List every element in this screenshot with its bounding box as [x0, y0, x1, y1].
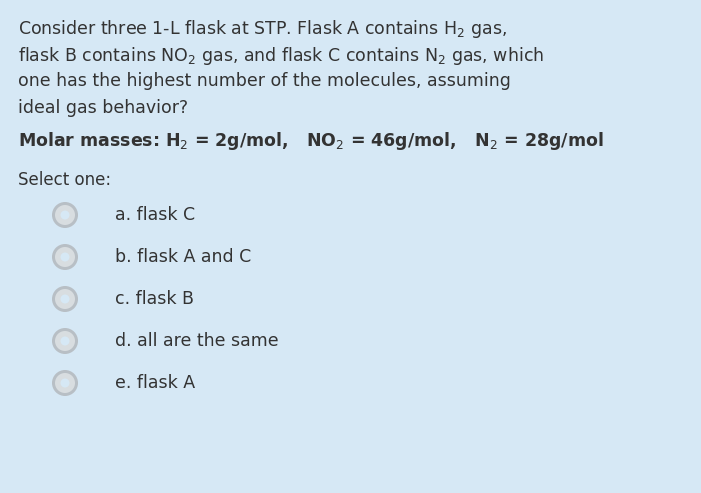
Circle shape: [60, 337, 69, 346]
Circle shape: [60, 252, 69, 261]
Circle shape: [55, 331, 75, 351]
Circle shape: [55, 205, 75, 225]
Circle shape: [52, 370, 78, 396]
Text: b. flask A and C: b. flask A and C: [115, 248, 251, 266]
Circle shape: [55, 247, 75, 267]
Text: d. all are the same: d. all are the same: [115, 332, 278, 350]
Text: ideal gas behavior?: ideal gas behavior?: [18, 99, 188, 117]
Text: c. flask B: c. flask B: [115, 290, 194, 308]
Circle shape: [60, 211, 69, 219]
Text: a. flask C: a. flask C: [115, 206, 195, 224]
Circle shape: [52, 328, 78, 354]
Text: e. flask A: e. flask A: [115, 374, 195, 392]
Circle shape: [60, 294, 69, 304]
Circle shape: [52, 202, 78, 228]
Text: flask B contains NO$_2$ gas, and flask C contains N$_2$ gas, which: flask B contains NO$_2$ gas, and flask C…: [18, 45, 544, 67]
Circle shape: [52, 244, 78, 270]
Text: Select one:: Select one:: [18, 171, 111, 189]
Text: Molar masses: H$_2$ = 2g/mol,   NO$_2$ = 46g/mol,   N$_2$ = 28g/mol: Molar masses: H$_2$ = 2g/mol, NO$_2$ = 4…: [18, 130, 604, 152]
Circle shape: [55, 373, 75, 393]
Circle shape: [55, 289, 75, 309]
Text: Consider three 1-L flask at STP. Flask A contains H$_2$ gas,: Consider three 1-L flask at STP. Flask A…: [18, 18, 507, 40]
Circle shape: [52, 286, 78, 312]
Circle shape: [60, 379, 69, 387]
Text: one has the highest number of the molecules, assuming: one has the highest number of the molecu…: [18, 72, 511, 90]
